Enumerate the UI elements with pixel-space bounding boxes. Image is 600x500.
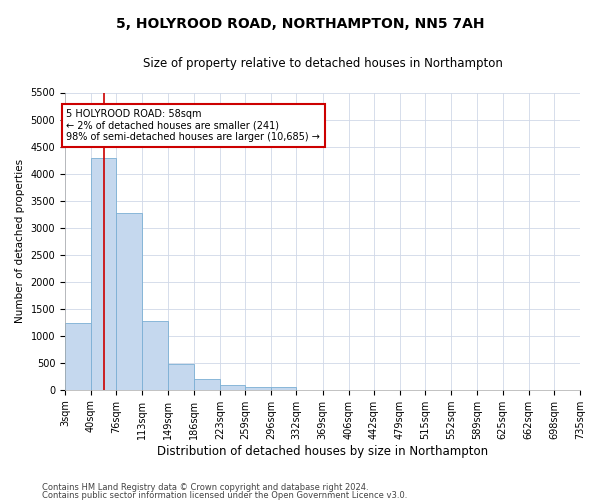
Bar	[245, 387, 271, 390]
Bar	[116, 213, 142, 390]
Bar	[194, 379, 220, 390]
Text: 5 HOLYROOD ROAD: 58sqm
← 2% of detached houses are smaller (241)
98% of semi-det: 5 HOLYROOD ROAD: 58sqm ← 2% of detached …	[67, 108, 320, 142]
Bar	[271, 387, 296, 390]
X-axis label: Distribution of detached houses by size in Northampton: Distribution of detached houses by size …	[157, 444, 488, 458]
Title: Size of property relative to detached houses in Northampton: Size of property relative to detached ho…	[143, 58, 502, 70]
Text: Contains HM Land Registry data © Crown copyright and database right 2024.: Contains HM Land Registry data © Crown c…	[42, 484, 368, 492]
Bar	[142, 321, 168, 390]
Bar	[168, 364, 194, 390]
Bar	[65, 324, 91, 390]
Text: 5, HOLYROOD ROAD, NORTHAMPTON, NN5 7AH: 5, HOLYROOD ROAD, NORTHAMPTON, NN5 7AH	[116, 18, 484, 32]
Bar	[220, 385, 245, 390]
Bar	[91, 158, 116, 390]
Text: Contains public sector information licensed under the Open Government Licence v3: Contains public sector information licen…	[42, 490, 407, 500]
Y-axis label: Number of detached properties: Number of detached properties	[15, 159, 25, 323]
